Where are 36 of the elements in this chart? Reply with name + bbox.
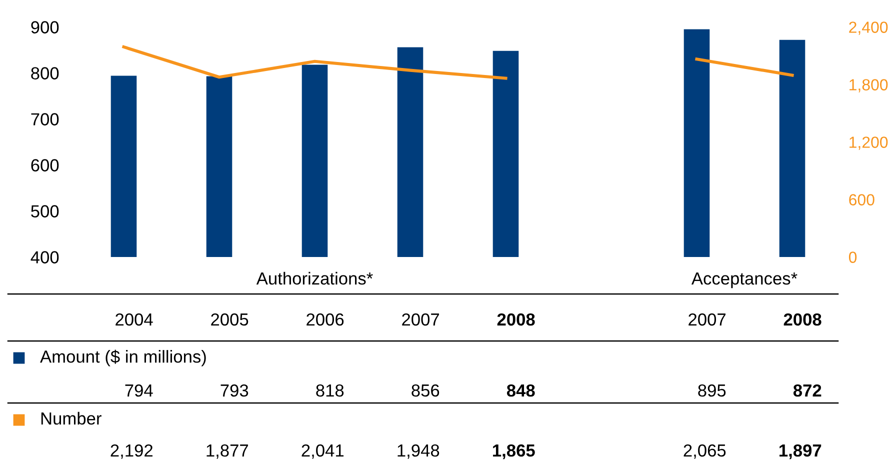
data-label: 1,865 [493, 444, 535, 460]
x-tick-label: 2007 [688, 313, 726, 326]
y-tick-label: 700 [31, 113, 59, 126]
data-label: 2,065 [684, 444, 726, 459]
x-tick-label: 2004 [116, 313, 153, 326]
text: Authorizations* [256, 272, 373, 285]
data-label: 848 [506, 384, 535, 397]
y2-tick-label: 1,800 [850, 79, 888, 92]
y-tick-label: 800 [31, 67, 59, 80]
data-label: 818 [316, 384, 344, 397]
data-label: 856 [412, 384, 440, 397]
legend-label: Number [41, 412, 102, 425]
data-label: 793 [220, 384, 248, 397]
data-label: 895 [698, 384, 726, 397]
x-tick-label: 2008 [784, 313, 822, 326]
y2-tick-label: 1,200 [850, 136, 888, 150]
data-label: 1,877 [206, 444, 248, 459]
y2-tick-label: 600 [849, 194, 874, 206]
data-label: 2,192 [110, 444, 152, 459]
x-tick-label: 2008 [497, 313, 535, 326]
y-tick-label: 600 [31, 159, 59, 172]
data-label: 872 [793, 384, 822, 397]
y-tick-label: 400 [30, 251, 59, 264]
legend-label: Amount ($ in millions) [40, 350, 206, 366]
data-label: 2,041 [302, 444, 344, 459]
data-label: 1,897 [780, 444, 822, 460]
data-label: 1,948 [398, 444, 440, 459]
text: Acceptances* [691, 272, 798, 288]
x-tick-label: 2007 [402, 313, 439, 326]
y2-tick-label: 0 [848, 252, 857, 263]
x-tick-label: 2005 [211, 313, 248, 326]
x-tick-label: 2006 [306, 313, 344, 326]
y-tick-label: 500 [31, 205, 59, 218]
data-label: 794 [125, 384, 153, 397]
y-tick-label: 900 [31, 21, 59, 34]
y2-tick-label: 2,400 [849, 22, 888, 35]
